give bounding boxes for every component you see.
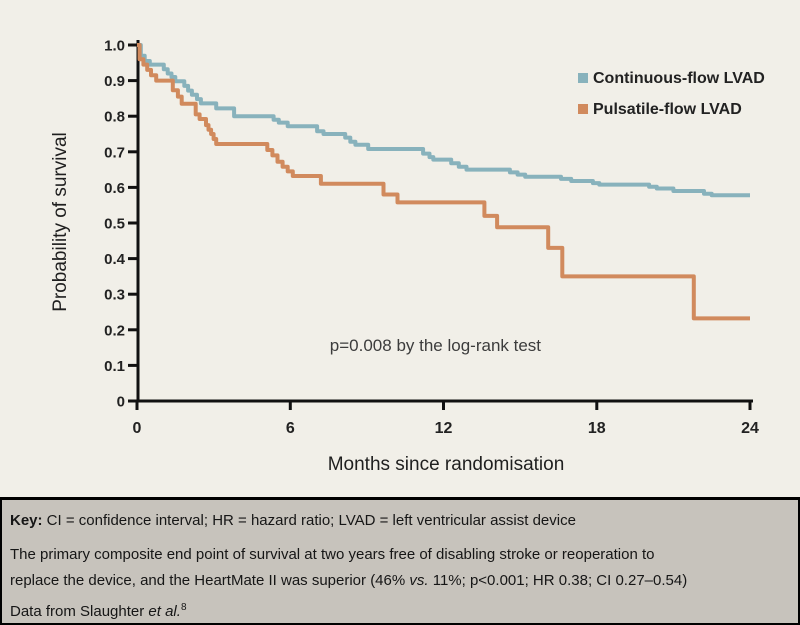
- x-tick-label-2: 12: [435, 420, 453, 437]
- legend-label-0: Continuous-flow LVAD: [593, 70, 765, 87]
- caption-body-line2-post: 11%; p<0.001; HR 0.38; CI 0.27–0.54): [428, 572, 688, 589]
- caption-key-text: CI = confidence interval; HR = hazard ra…: [42, 512, 576, 529]
- caption-source-italic: et al.: [148, 603, 181, 620]
- y-tick-label-3: 0.7: [104, 144, 125, 161]
- caption-source: Data from Slaughter et al.8: [10, 603, 790, 621]
- caption-body-line1: The primary composite end point of survi…: [10, 546, 655, 563]
- y-tick-label-2: 0.8: [104, 109, 125, 126]
- caption-source-pre: Data from Slaughter: [10, 603, 149, 620]
- x-tick-label-3: 18: [588, 420, 606, 437]
- y-tick-label-8: 0.2: [104, 322, 125, 339]
- y-tick-label-6: 0.4: [104, 251, 126, 268]
- y-tick-label-1: 0.9: [104, 73, 125, 90]
- curve-pulsatile-flow: [137, 43, 750, 321]
- y-tick-label-4: 0.6: [104, 180, 125, 197]
- caption-source-ref-number: 8: [180, 602, 187, 613]
- p-value-annotation: p=0.008 by the log-rank test: [330, 336, 541, 355]
- y-axis-label: Probability of survival: [50, 132, 71, 312]
- caption-box: Key: CI = confidence interval; HR = haza…: [0, 497, 800, 625]
- y-tick-label-5: 0.5: [104, 216, 125, 233]
- legend-swatch-0: [578, 73, 588, 83]
- caption-body-line2-pre: replace the device, and the HeartMate II…: [10, 572, 410, 589]
- x-tick-label-4: 24: [741, 420, 759, 437]
- survival-chart: 1.0 0.9 0.8 0.7 0.6 0.5 0.4 0.3 0.2 0.1 00 6 12 18 24 C…: [50, 38, 765, 476]
- x-tick-label-0: 0: [133, 420, 142, 437]
- caption-key-label: Key:: [10, 512, 43, 529]
- x-tick-label-1: 6: [286, 420, 295, 437]
- x-axis-label: Months since randomisation: [328, 454, 565, 475]
- legend-label-1: Pulsatile-flow LVAD: [593, 101, 742, 118]
- caption-body-line2: replace the device, and the HeartMate II…: [10, 568, 790, 594]
- y-tick-label-10: 0: [117, 394, 125, 411]
- caption-body: The primary composite end point of survi…: [10, 542, 790, 594]
- y-tick-label-7: 0.3: [104, 287, 125, 304]
- y-tick-label-9: 0.1: [104, 358, 125, 375]
- curve-continuous-flow: [137, 43, 750, 198]
- caption-body-line2-italic: vs.: [409, 572, 429, 589]
- legend-swatch-1: [578, 104, 588, 114]
- survival-chart-area: 1.0 0.9 0.8 0.7 0.6 0.5 0.4 0.3 0.2 0.1 0 0 6 12 18 24 C…: [50, 38, 765, 476]
- caption-key-line: Key: CI = confidence interval; HR = haza…: [10, 512, 790, 530]
- y-tick-label-0: 1.0: [104, 38, 125, 55]
